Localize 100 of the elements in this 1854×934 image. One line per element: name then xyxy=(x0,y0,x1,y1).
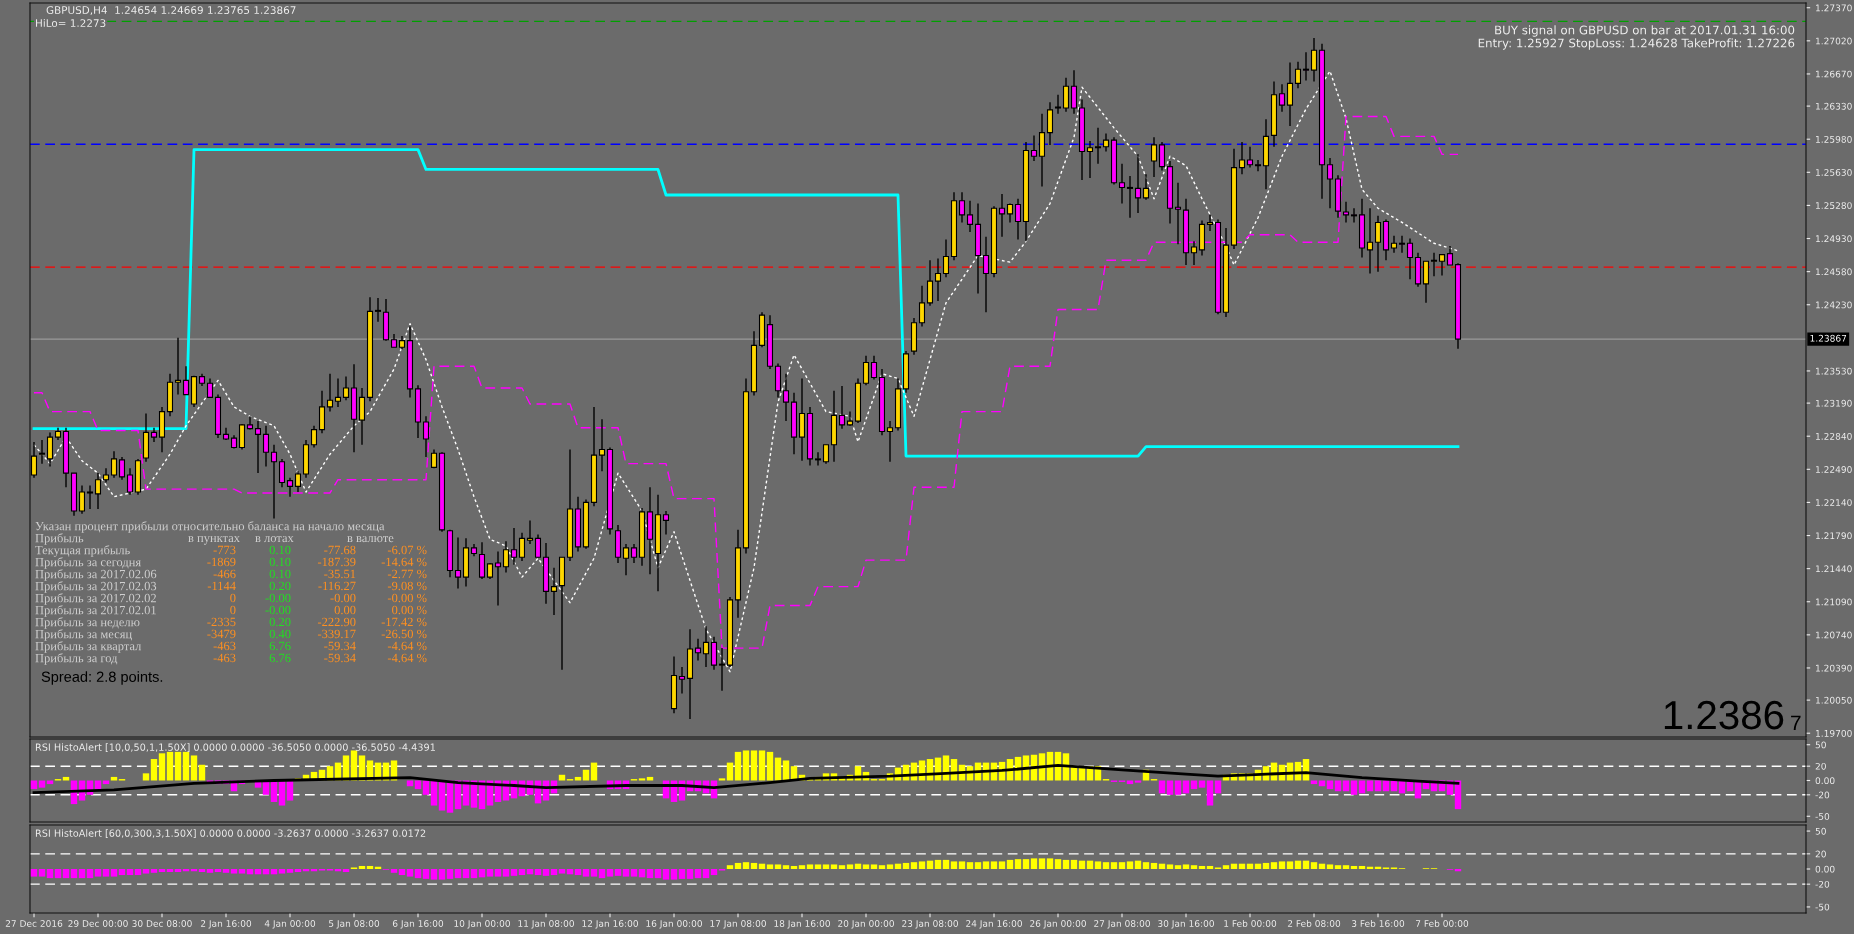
annotation: -9.08 % xyxy=(387,581,427,591)
y-tick-label: 1.27020 xyxy=(1816,37,1852,45)
annotation: -0.00 xyxy=(265,593,291,603)
annotation: -3479 xyxy=(207,629,236,639)
y-tick-label: 1.20390 xyxy=(1816,664,1852,672)
y-tick-label: 1.20740 xyxy=(1816,631,1852,639)
annotation: Прибыль за год xyxy=(35,653,118,665)
y-tick-label: 50 xyxy=(1815,827,1826,835)
annotation: -59.34 xyxy=(324,641,356,651)
annotation: 0.10 xyxy=(269,569,291,579)
annotation: -6.07 % xyxy=(387,545,427,555)
annotation: Прибыль за 2017.02.06 xyxy=(35,569,157,581)
y-tick-label: 0.00 xyxy=(1815,865,1835,873)
annotation: 0.10 xyxy=(269,557,291,567)
annotation: 0 xyxy=(230,593,236,603)
x-tick-label: 1 Feb 00:00 xyxy=(1224,919,1277,927)
x-tick-label: 16 Jan 00:00 xyxy=(646,920,702,929)
annotation: -463 xyxy=(213,653,236,663)
annotation: -466 xyxy=(213,569,236,579)
x-tick-label: 30 Jan 16:00 xyxy=(1158,920,1214,929)
y-tick-label: -20 xyxy=(1815,791,1830,799)
annotation: Прибыль за квартал xyxy=(35,641,142,653)
y-tick-label: 1.26330 xyxy=(1816,102,1852,110)
y-tick-label: 1.27370 xyxy=(1816,4,1852,12)
y-tick-label: 1.21090 xyxy=(1816,598,1852,606)
annotation: -0.00 xyxy=(265,605,291,615)
annotation: -222.90 xyxy=(317,617,356,627)
annotation: в валюте xyxy=(347,536,394,543)
annotation: -1869 xyxy=(207,557,236,567)
y-tick-label: -50 xyxy=(1815,903,1830,911)
annotation: Прибыль за 2017.02.01 xyxy=(35,605,156,617)
x-tick-label: 6 Jan 16:00 xyxy=(392,920,444,929)
annotation: -2335 xyxy=(207,617,236,627)
annotation: Прибыль xyxy=(35,533,84,545)
chart-title: RSI HistoAlert [60,0,300,3,1.50X] 0.0000 0.0000 -3.2637 0.0000 -3.2637 0.0172 xyxy=(35,829,426,838)
x-tick-label: 23 Jan 08:00 xyxy=(902,920,958,929)
x-tick-label: 4 Jan 00:00 xyxy=(264,920,316,929)
y-tick-label: 20 xyxy=(1815,850,1826,858)
annotation: -17.42 % xyxy=(381,617,427,627)
chart-title: GBPUSD,H4 1.24654 1.24669 1.23765 1.23867 xyxy=(46,6,296,16)
annotation: -14.64 % xyxy=(381,557,427,567)
x-tick-label: 18 Jan 16:00 xyxy=(774,920,830,929)
annotation: -1144 xyxy=(207,581,236,591)
annotation: 0.00 xyxy=(334,605,356,615)
annotation: -463 xyxy=(213,641,236,651)
annotation: -4.64 % xyxy=(387,653,427,663)
ref-line-label: 1.23867 xyxy=(1810,334,1847,342)
annotation: 6.76 xyxy=(269,641,291,651)
annotation: Прибыль за месяц xyxy=(35,629,132,641)
y-tick-label: 1.19700 xyxy=(1816,729,1852,737)
x-tick-label: 2 Jan 16:00 xyxy=(200,920,252,929)
annotation: -339.17 xyxy=(317,629,356,639)
y-tick-label: 1.23530 xyxy=(1816,367,1852,375)
x-tick-label: 24 Jan 16:00 xyxy=(966,920,1022,929)
y-tick-label: 1.22140 xyxy=(1816,499,1852,506)
annotation: -4.64 % xyxy=(387,641,427,651)
annotation: в лотах xyxy=(255,536,294,543)
annotation: 6.76 xyxy=(269,653,291,663)
x-tick-label: 10 Jan 00:00 xyxy=(454,920,510,929)
y-tick-label: 1.22490 xyxy=(1816,466,1852,473)
annotation: -0.00 xyxy=(330,593,356,603)
y-tick-label: -50 xyxy=(1815,813,1830,820)
y-tick-label: 1.24230 xyxy=(1816,301,1852,309)
chart-title: RSI HistoAlert [10,0,50,1,1.50X] 0.0000 0.0000 -36.5050 0.0000 -36.5050 -4.4391 xyxy=(35,743,435,752)
annotation: Прибыль за неделю xyxy=(35,617,140,629)
annotation: 1.2386 xyxy=(1664,700,1784,730)
y-tick-label: 1.25980 xyxy=(1816,135,1852,143)
y-tick-label: 1.25280 xyxy=(1816,202,1852,209)
annotation: 7 xyxy=(1791,715,1801,730)
x-tick-label: 27 Dec 2016 xyxy=(5,920,63,927)
y-tick-label: 1.25630 xyxy=(1816,169,1852,176)
y-tick-label: 1.21790 xyxy=(1816,532,1852,540)
x-tick-label: 30 Dec 08:00 xyxy=(132,920,192,927)
y-tick-label: 1.24930 xyxy=(1816,235,1852,243)
annotation: 0.20 xyxy=(269,581,291,591)
y-tick-label: 1.24580 xyxy=(1816,268,1852,276)
x-tick-label: 11 Jan 08:00 xyxy=(518,920,574,929)
x-tick-label: 26 Jan 00:00 xyxy=(1030,920,1086,929)
annotation: 0.20 xyxy=(269,617,291,627)
annotation: -35.51 xyxy=(324,569,356,579)
x-tick-label: 27 Jan 08:00 xyxy=(1094,920,1150,929)
y-tick-label: 1.23190 xyxy=(1816,399,1852,407)
annotation: 0.00 % xyxy=(392,605,427,615)
annotation: BUY signal on GBPUSD on bar at 2017.01.31 16:00 xyxy=(1495,25,1795,37)
annotation: -26.50 % xyxy=(381,629,427,639)
annotation: 0 xyxy=(230,605,236,615)
annotation: Прибыль за сегодня xyxy=(35,557,141,569)
annotation: 0.10 xyxy=(269,545,291,555)
y-tick-label: 1.22840 xyxy=(1816,432,1852,440)
annotation: -77.68 xyxy=(324,545,356,555)
annotation: 0.40 xyxy=(269,629,291,639)
y-tick-label: 50 xyxy=(1815,741,1826,749)
annotation: HiLo= 1.2273 xyxy=(36,18,106,28)
x-tick-label: 17 Jan 08:00 xyxy=(710,920,766,929)
x-tick-label: 3 Feb 16:00 xyxy=(1351,919,1405,927)
annotation: -187.39 xyxy=(317,557,356,567)
y-tick-label: 1.26670 xyxy=(1816,70,1852,78)
annotation: -0.00 % xyxy=(387,593,427,603)
annotation: Entry: 1.25927 StopLoss: 1.24628 TakeProfit: 1.27226 xyxy=(1478,38,1795,50)
annotation: -116.27 xyxy=(318,581,356,591)
